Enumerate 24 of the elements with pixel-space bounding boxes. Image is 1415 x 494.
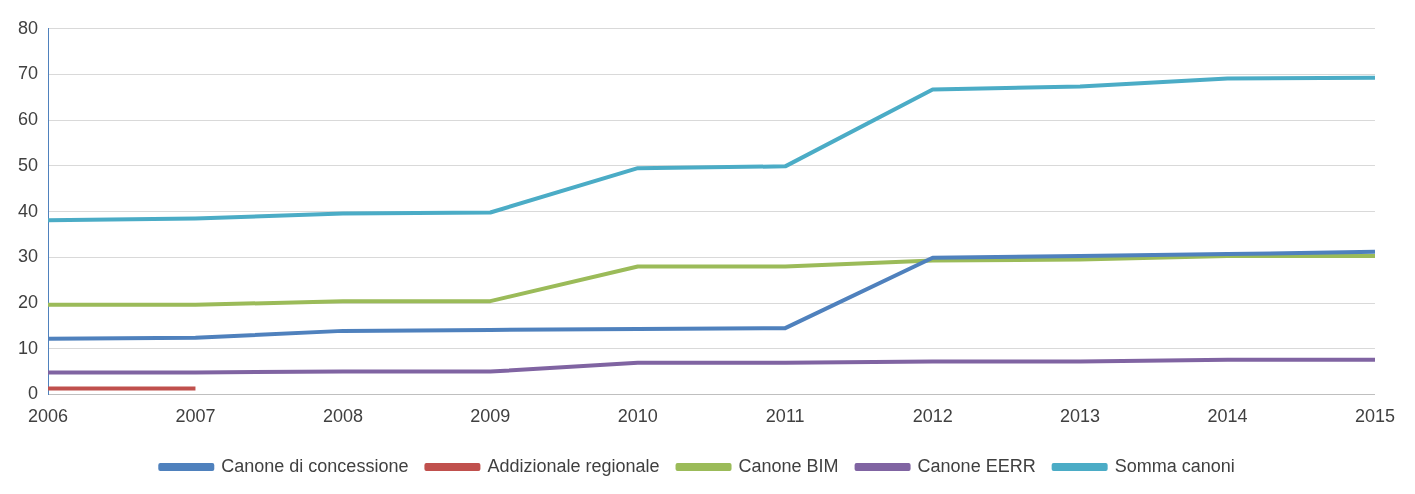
x-tick-label: 2009 bbox=[470, 406, 511, 427]
y-tick-label: 40 bbox=[17, 200, 39, 221]
y-tick-label: 10 bbox=[17, 337, 39, 358]
legend-label: Canone EERR bbox=[917, 455, 1036, 476]
legend-label: Canone di concessione bbox=[221, 455, 409, 476]
y-tick-label: 30 bbox=[17, 246, 39, 267]
y-tick-label: 50 bbox=[17, 154, 39, 175]
x-tick-label: 2007 bbox=[175, 406, 216, 427]
y-tick-label: 70 bbox=[17, 63, 39, 84]
x-tick-label: 2010 bbox=[617, 406, 658, 427]
x-tick-label: 2014 bbox=[1207, 406, 1248, 427]
y-tick-label: 0 bbox=[28, 383, 39, 404]
legend-label: Addizionale regionale bbox=[487, 455, 660, 476]
x-tick-label: 2015 bbox=[1354, 406, 1395, 427]
x-tick-label: 2012 bbox=[912, 406, 953, 427]
x-tick-label: 2013 bbox=[1060, 406, 1101, 427]
x-tick-label: 2006 bbox=[28, 406, 69, 427]
x-tick-label: 2008 bbox=[322, 406, 363, 427]
y-tick-label: 80 bbox=[17, 17, 39, 38]
x-tick-label: 2011 bbox=[765, 406, 805, 427]
legend-label: Canone BIM bbox=[738, 455, 839, 476]
y-tick-label: 60 bbox=[17, 109, 39, 130]
legend-label: Somma canoni bbox=[1114, 455, 1235, 476]
y-tick-label: 20 bbox=[17, 291, 39, 312]
